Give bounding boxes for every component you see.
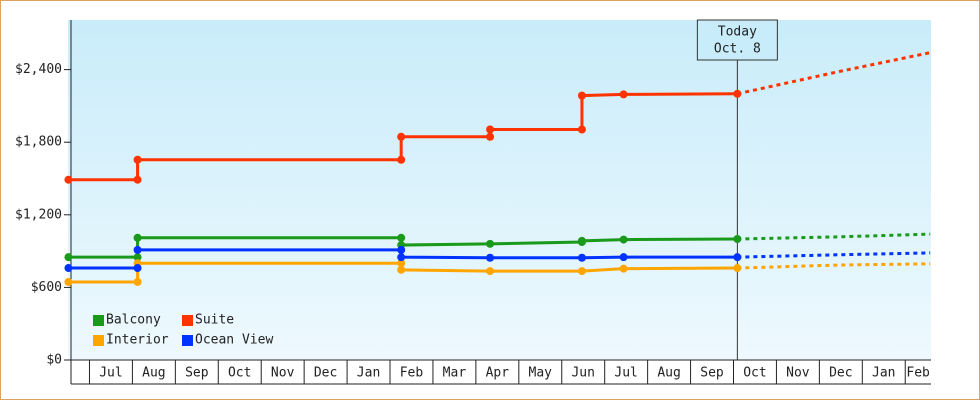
data-point bbox=[486, 239, 495, 248]
data-point bbox=[733, 264, 742, 273]
x-tick-label: Nov bbox=[271, 366, 295, 381]
data-point bbox=[486, 125, 495, 134]
projection-line bbox=[737, 232, 931, 241]
x-tick-label: Oct bbox=[743, 366, 766, 381]
legend-label: Interior bbox=[106, 333, 169, 348]
x-tick-label: Sep bbox=[185, 366, 209, 381]
y-tick-label: $1,800 bbox=[15, 135, 62, 150]
data-point bbox=[577, 267, 586, 276]
plot-background bbox=[68, 20, 931, 360]
projection-line bbox=[737, 51, 931, 96]
data-point bbox=[577, 91, 586, 100]
data-point bbox=[133, 245, 142, 254]
projection-line bbox=[737, 262, 931, 270]
data-point bbox=[133, 264, 142, 273]
data-point bbox=[133, 233, 142, 242]
x-tick-label: May bbox=[529, 366, 553, 381]
legend-label: Suite bbox=[195, 313, 234, 328]
data-point bbox=[64, 253, 73, 262]
y-tick-label: $0 bbox=[46, 353, 62, 368]
data-point bbox=[733, 235, 742, 244]
today-box bbox=[696, 19, 778, 61]
x-tick-label: Feb bbox=[906, 366, 930, 381]
projection-line bbox=[737, 251, 931, 259]
data-point bbox=[619, 264, 628, 273]
data-point bbox=[619, 90, 628, 99]
data-point bbox=[133, 175, 142, 184]
data-point bbox=[397, 259, 406, 268]
data-point bbox=[619, 253, 628, 262]
x-tick-label: Aug bbox=[142, 366, 165, 381]
data-point bbox=[133, 155, 142, 164]
x-tick-label: Jul bbox=[99, 366, 122, 381]
data-point bbox=[486, 267, 495, 276]
x-tick-label: Aug bbox=[657, 366, 680, 381]
x-tick-label: Jul bbox=[614, 366, 637, 381]
today-label: Today bbox=[718, 25, 757, 40]
x-tick-label: Feb bbox=[400, 366, 424, 381]
x-tick-label: Sep bbox=[700, 366, 724, 381]
data-point bbox=[733, 253, 742, 262]
legend-label: Ocean View bbox=[195, 333, 273, 348]
data-point bbox=[397, 132, 406, 141]
legend-swatch bbox=[93, 315, 104, 326]
y-tick-label: $1,200 bbox=[15, 207, 62, 222]
data-point bbox=[64, 175, 73, 184]
legend-swatch bbox=[182, 315, 193, 326]
data-point bbox=[486, 253, 495, 262]
data-point bbox=[397, 245, 406, 254]
x-tick-label: Nov bbox=[786, 366, 810, 381]
x-tick-label: Jan bbox=[872, 366, 895, 381]
x-tick-label: Jan bbox=[357, 366, 380, 381]
data-point bbox=[397, 155, 406, 164]
data-point bbox=[577, 236, 586, 245]
data-point bbox=[577, 253, 586, 262]
data-point bbox=[64, 277, 73, 286]
data-point bbox=[397, 253, 406, 262]
x-tick-label: Oct bbox=[228, 366, 251, 381]
data-point bbox=[486, 132, 495, 141]
x-tick-label: Mar bbox=[443, 366, 467, 381]
y-tick-label: $600 bbox=[31, 280, 62, 295]
data-point bbox=[397, 265, 406, 274]
legend-swatch bbox=[182, 335, 193, 346]
today-label: Oct. 8 bbox=[714, 42, 761, 57]
data-point bbox=[577, 125, 586, 134]
data-point bbox=[733, 89, 742, 98]
legend-swatch bbox=[93, 335, 104, 346]
y-tick-label: $2,400 bbox=[15, 62, 62, 77]
x-tick-label: Dec bbox=[829, 366, 852, 381]
x-tick-label: Dec bbox=[314, 366, 337, 381]
data-point bbox=[397, 233, 406, 242]
data-point bbox=[133, 253, 142, 262]
data-point bbox=[64, 264, 73, 273]
data-point bbox=[133, 277, 142, 286]
x-tick-label: Jun bbox=[571, 366, 594, 381]
data-point bbox=[619, 235, 628, 244]
legend-label: Balcony bbox=[106, 313, 161, 328]
x-tick-label: Apr bbox=[486, 366, 510, 381]
